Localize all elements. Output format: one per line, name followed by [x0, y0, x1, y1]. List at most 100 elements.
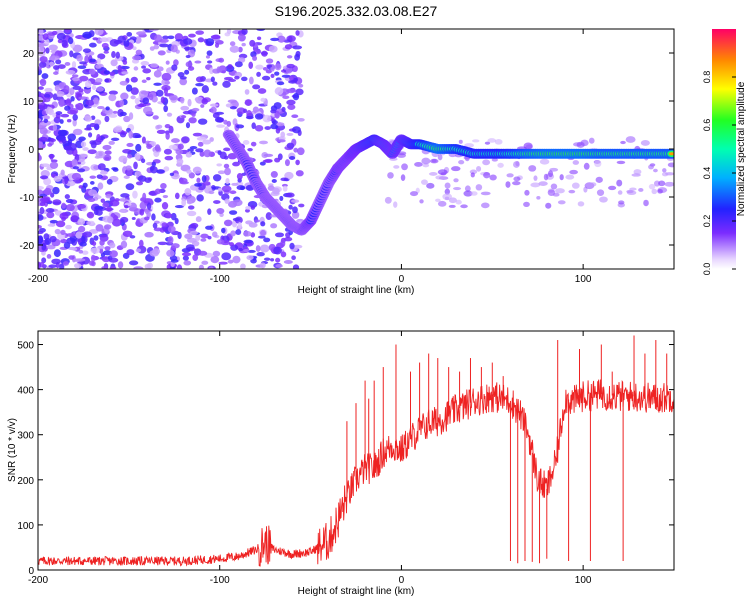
spectrogram-noise-blob [552, 192, 560, 197]
spectrogram-noise-blob [120, 240, 128, 249]
spectrogram-noise-blob [71, 61, 77, 69]
spectrogram-noise-blob [205, 225, 213, 230]
spectrogram-noise-blob [174, 33, 184, 41]
spectrogram-noise-blob [229, 242, 235, 247]
spectrogram-x-label: Height of straight line (km) [298, 285, 415, 296]
spectrogram-noise-blob [95, 64, 102, 69]
spectrogram-noise-blob [175, 149, 183, 155]
spectrogram-noise-blob [557, 200, 566, 205]
snr-y-tick-label: 500 [17, 341, 34, 352]
spectrogram-noise-blob [130, 87, 139, 95]
spectrogram-noise-blob [102, 144, 112, 151]
spectrogram-noise-blob [664, 181, 674, 187]
spectrogram-noise-blob [51, 30, 58, 35]
spectrogram-noise-blob [223, 163, 230, 169]
spectrogram-noise-blob [119, 80, 128, 86]
spectrogram-noise-blob [618, 200, 625, 205]
spectrogram-noise-blob [202, 181, 211, 186]
spectrogram-noise-blob [506, 173, 514, 178]
spectrogram-noise-blob [191, 107, 200, 112]
spectrogram-noise-blob [104, 115, 110, 123]
colorbar-ticks: 0.0 0.2 0.4 0.6 0.8 [702, 71, 736, 275]
spectrogram-noise-blob [196, 194, 204, 202]
spectrogram-noise-blob [104, 246, 111, 251]
spectrogram-noise-blob [274, 232, 285, 238]
spectrogram-noise-blob [171, 243, 180, 249]
spectrogram-noise-blob [180, 97, 185, 104]
snr-y-tick-label: 300 [17, 431, 34, 442]
spectrogram-noise-blob [48, 44, 58, 51]
spectrogram-noise-blob [153, 227, 163, 232]
spectrogram-noise-blob [181, 252, 192, 257]
spectrogram-noise-blob [185, 61, 193, 68]
spectrogram-noise-blob [152, 115, 159, 120]
spectrogram-noise-blob [198, 264, 205, 269]
spectrogram-noise-blob [96, 133, 101, 142]
spectrogram-noise-blob [190, 222, 199, 229]
spectrogram-noise-blob [135, 181, 144, 186]
spectrogram-noise-blob [188, 33, 196, 38]
spectrogram-noise-blob [195, 76, 204, 83]
spectrogram-noise-blob [136, 31, 146, 36]
spectrogram-noise-blob [45, 208, 55, 213]
spectrogram-noise-blob [49, 161, 59, 169]
spectrogram-noise-blob [103, 224, 112, 230]
spectrogram-noise-blob [168, 125, 174, 134]
spectrogram-noise-blob [184, 233, 193, 239]
spectrogram-noise-blob [421, 157, 431, 165]
spectrogram-noise-blob [212, 250, 221, 257]
spectrogram-noise-blob [297, 117, 305, 122]
spectrogram-noise-blob [173, 59, 179, 66]
spectrogram-noise-blob [387, 172, 394, 179]
spectrogram-noise-blob [191, 240, 200, 247]
spectrogram-noise-blob [199, 151, 205, 157]
spectrogram-noise-blob [291, 114, 299, 119]
spectrogram-noise-blob [545, 202, 552, 209]
spectrogram-noise-blob [248, 76, 254, 85]
snr-x-tick-label: -200 [28, 575, 48, 586]
spectrogram-noise-blob [130, 95, 136, 100]
spectrogram-noise-blob [419, 199, 424, 204]
spectrogram-noise-blob [182, 255, 189, 261]
spectrogram-noise-blob [123, 175, 130, 179]
spectrogram-noise-blob [69, 50, 74, 58]
spectrogram-noise-blob [151, 213, 156, 221]
spectrogram-noise-blob [94, 205, 104, 211]
spectrogram-noise-blob [126, 154, 133, 159]
spectrogram-noise-blob [275, 264, 283, 268]
spectrogram-noise-blob [260, 221, 266, 227]
snr-y-tick-label: 100 [17, 521, 34, 532]
spectrogram-noise-blob [292, 264, 300, 269]
spectrogram-noise-blob [274, 63, 282, 71]
spectrogram-noise-blob [42, 33, 49, 41]
spectrogram-noise-blob [167, 35, 175, 40]
snr-x-tick-label: 0 [399, 575, 405, 586]
spectrogram-noise-blob [44, 38, 50, 46]
spectrogram-noise-blob [59, 119, 64, 124]
spectrogram-noise-blob [252, 84, 261, 90]
spectrogram-noise-blob [101, 42, 109, 49]
spectrogram-x-tick-label: 0 [399, 274, 405, 285]
spectrogram-noise-blob [144, 216, 150, 221]
spectrogram-noise-blob [125, 84, 133, 92]
spectrogram-noise-blob [476, 165, 482, 172]
spectrogram-noise-blob [132, 55, 142, 61]
spectrogram-noise-blob [236, 172, 243, 180]
spectrogram-noise-blob [183, 38, 193, 45]
spectrogram-noise-blob [515, 160, 520, 167]
spectrogram-noise-blob [257, 88, 267, 94]
spectrogram-noise-blob [252, 55, 258, 61]
spectrogram-noise-blob [43, 115, 51, 120]
spectrogram-noise-blob [109, 71, 116, 76]
spectrogram-noise-blob [56, 32, 66, 41]
spectrogram-noise-blob [57, 129, 68, 137]
spectrogram-noise-blob [505, 181, 511, 188]
spectrogram-noise-blob [620, 140, 626, 145]
spectrogram-noise-blob [171, 138, 180, 144]
spectrogram-noise-blob [144, 263, 151, 269]
spectrogram-noise-blob [236, 107, 246, 115]
spectrogram-noise-blob [108, 113, 118, 118]
spectrogram-noise-blob [270, 258, 275, 262]
spectrogram-noise-blob [197, 141, 204, 147]
